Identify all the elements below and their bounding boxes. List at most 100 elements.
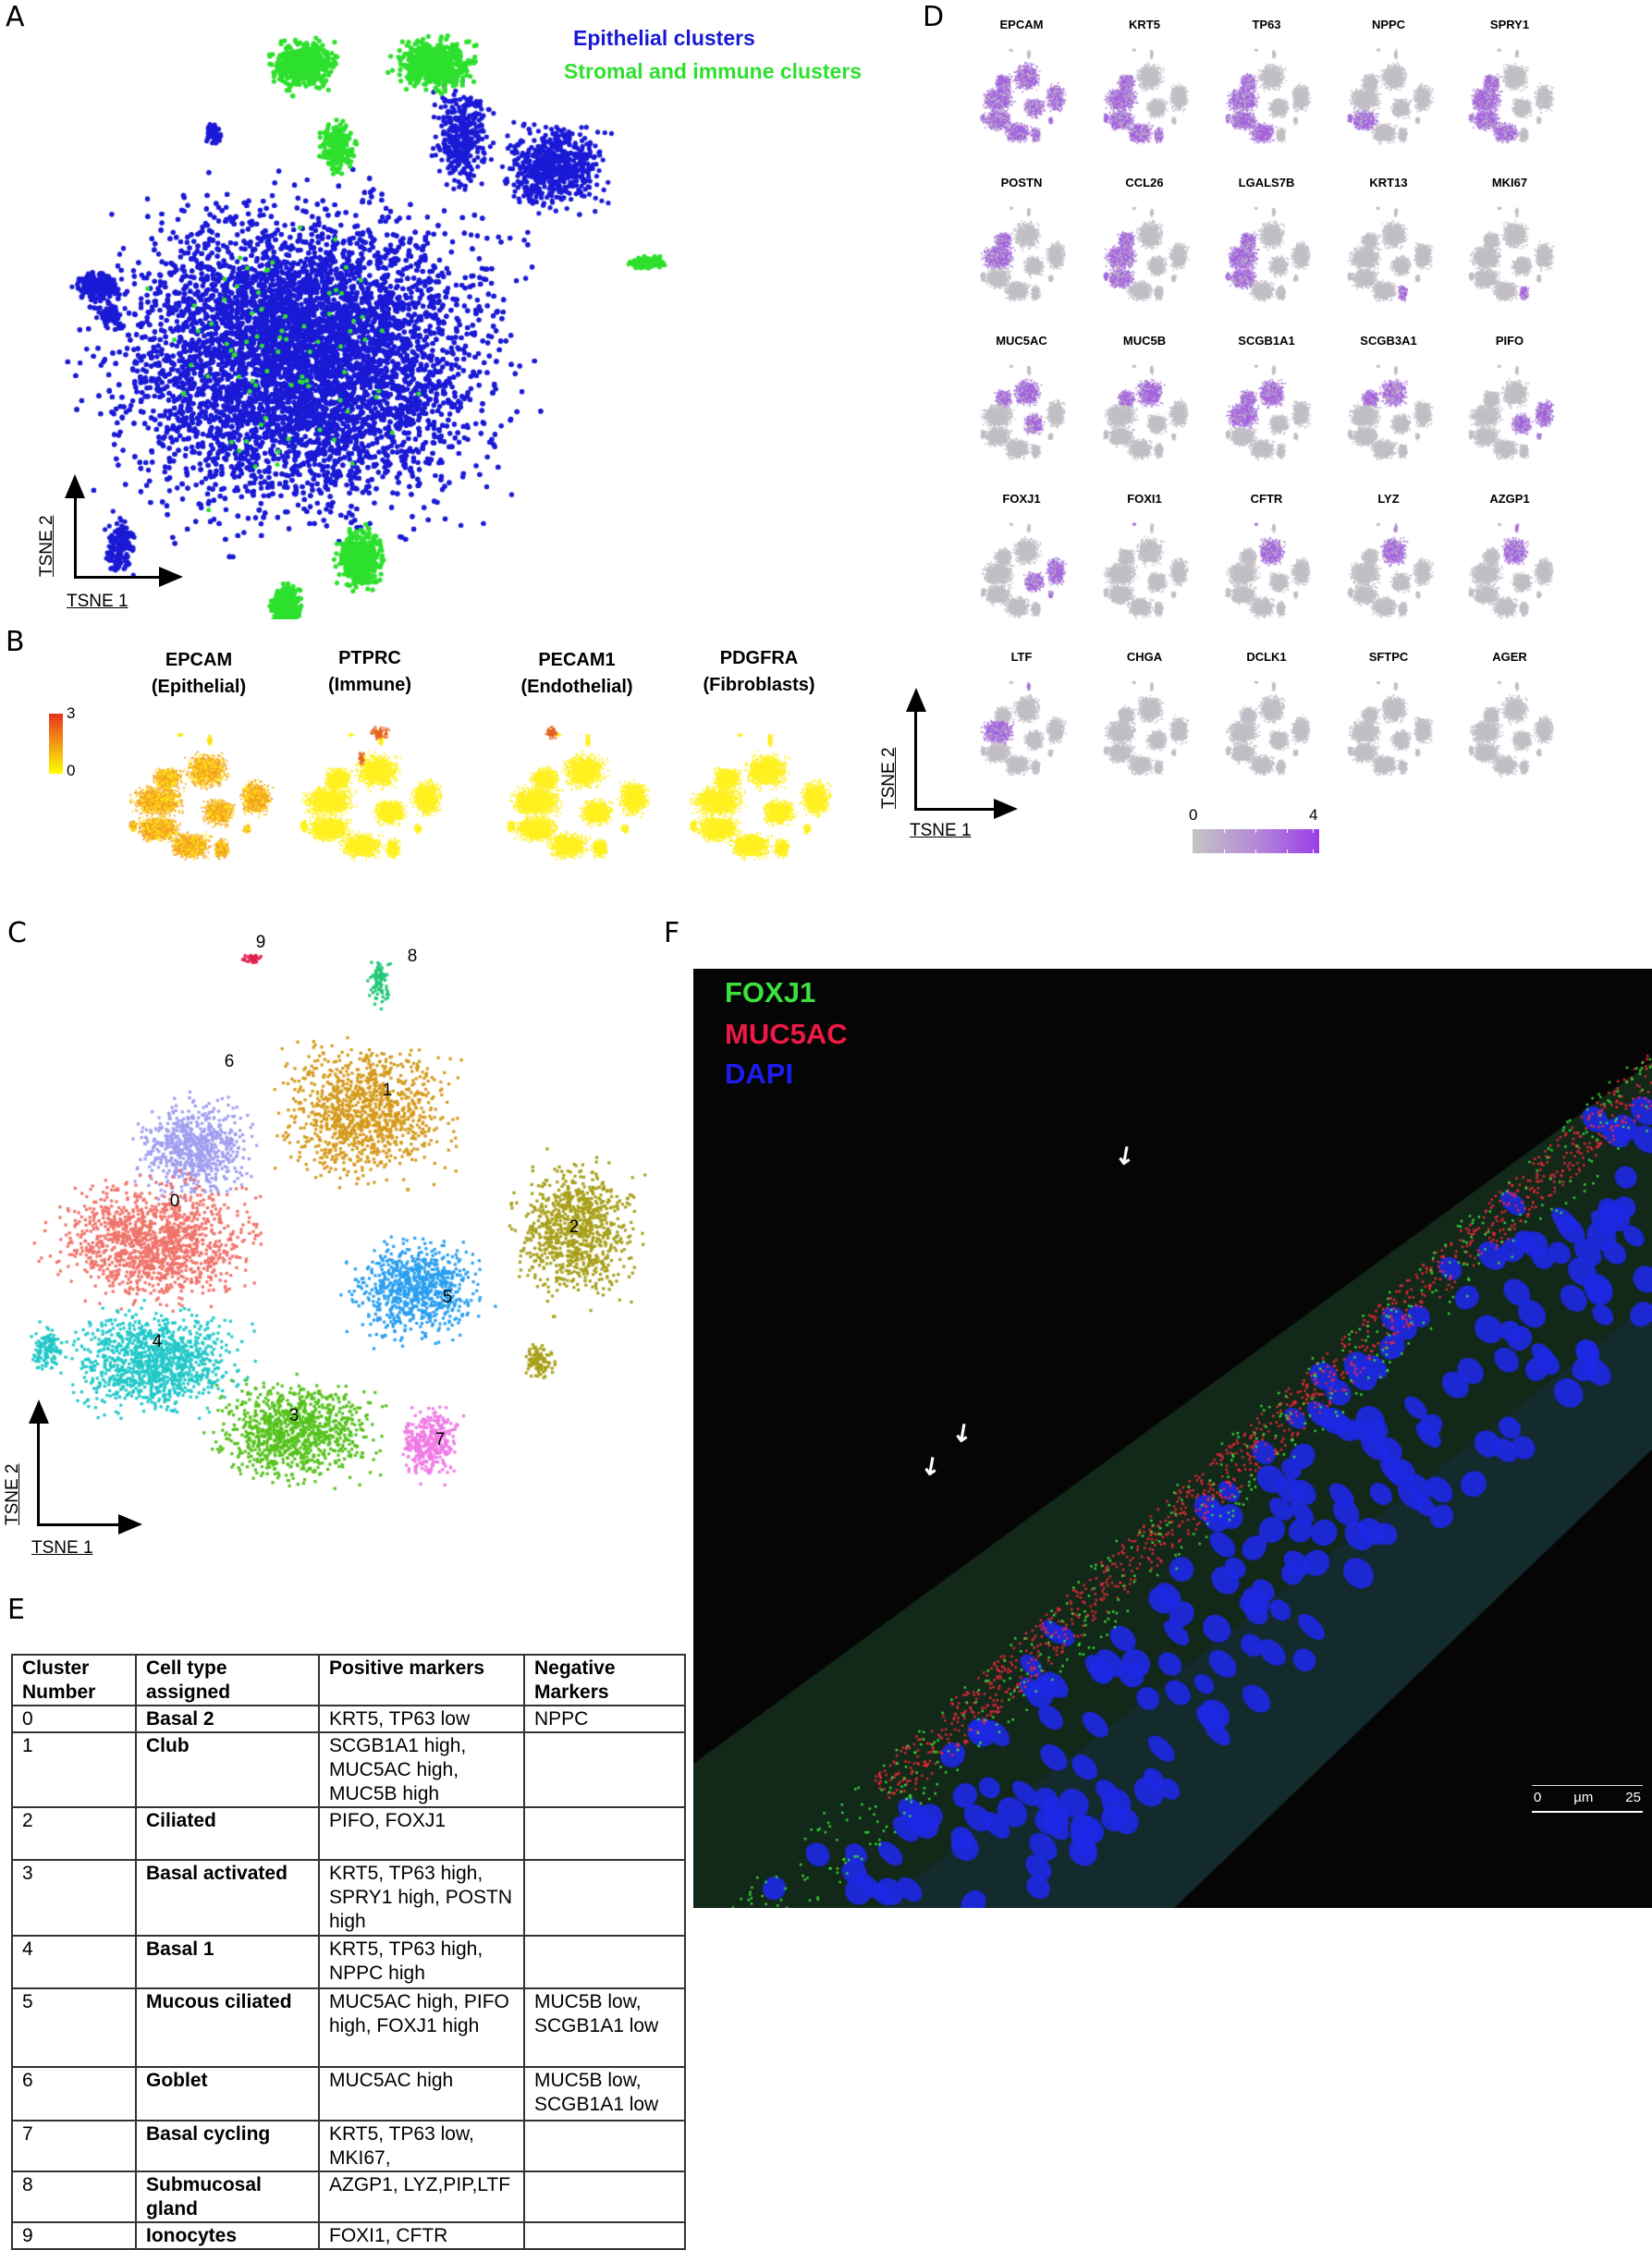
feature-title-nppc: NPPC [1371, 18, 1406, 31]
table-row: 4 Basal 1 KRT5, TP63 high, NPPC high [11, 1935, 686, 1989]
cell-type-cell: Ciliated [135, 1806, 320, 1861]
legend-stromal-text: Stromal and immune clusters [564, 59, 863, 83]
gene-name: EPCAM [165, 650, 233, 670]
feature-title-krt5: KRT5 [1129, 18, 1160, 31]
positive-markers-cell: FOXI1, CFTR [318, 2221, 525, 2250]
cell-type-cell: Club [135, 1731, 320, 1808]
feature-plot-tp63 [1216, 40, 1317, 155]
negative-markers-cell: MUC5B low, SCGB1A1 low [523, 1987, 686, 2068]
panel-b-colorbar [49, 714, 63, 774]
arrow-up-icon [29, 1400, 49, 1424]
cluster-number-cell: 3 [11, 1859, 137, 1937]
panel-d-ylabel: TSNE 2 [879, 747, 899, 809]
legend-epithelial: Epithelial clusters [573, 26, 755, 51]
header-positive-markers: Positive markers [318, 1654, 525, 1706]
feature-plot-muc5b [1094, 356, 1195, 471]
cluster-label-3: 3 [288, 1406, 300, 1425]
cluster-number-cell: 1 [11, 1731, 137, 1808]
feature-plot-cftr [1216, 514, 1317, 630]
feature-plot-scgb1a1 [1216, 356, 1317, 471]
scale-bar-max: 25 [1625, 1790, 1641, 1805]
cluster-label-7: 7 [434, 1430, 446, 1449]
feature-plot-chga [1094, 672, 1195, 788]
cluster-label-8: 8 [407, 947, 418, 966]
feature-plot-nppc [1338, 40, 1439, 155]
feature-title-foxj1: FOXJ1 [1002, 492, 1041, 506]
header-cluster-number: Cluster Number [11, 1654, 137, 1706]
table-row: 0 Basal 2 KRT5, TP63 low NPPC [11, 1705, 686, 1733]
cluster-number-cell: 2 [11, 1806, 137, 1861]
feature-title-scgb3a1: SCGB3A1 [1360, 334, 1417, 348]
panel-label-e: E [7, 1594, 25, 1626]
f-legend-foxj1: FOXJ1 [725, 976, 816, 1009]
cluster-annotation-table: Cluster Number Cell type assigned Positi… [11, 1654, 686, 2250]
arrow-up-icon [906, 688, 926, 712]
feature-title-cftr: CFTR [1250, 492, 1283, 506]
panel-label-a: A [6, 1, 25, 33]
panel-b-scatter-ptprc [287, 719, 453, 876]
positive-markers-cell: PIFO, FOXJ1 [318, 1806, 525, 1861]
negative-markers-cell [523, 1859, 686, 1937]
cell-type-cell: Basal 1 [135, 1935, 320, 1989]
panel-c-y-axis [37, 1422, 40, 1526]
panel-a-ylabel: TSNE 2 [37, 515, 56, 577]
feature-plot-foxi1 [1094, 514, 1195, 630]
fluorescence-micrograph [693, 969, 1652, 1908]
panel-d-colorbar-min: 0 [1189, 806, 1198, 824]
negative-markers-cell [523, 1731, 686, 1808]
panel-b-title-epcam: EPCAM (Epithelial) [106, 647, 291, 701]
header-cell-type: Cell type assigned [135, 1654, 320, 1706]
cluster-label-5: 5 [442, 1288, 453, 1307]
arrow-up-icon [65, 474, 85, 498]
negative-markers-cell: NPPC [523, 1705, 686, 1733]
negative-markers-cell [523, 2120, 686, 2172]
feature-title-foxi1: FOXI1 [1127, 492, 1162, 506]
panel-a-x-axis [74, 576, 163, 579]
table-row: 2 Ciliated PIFO, FOXJ1 [11, 1806, 686, 1861]
cell-type: (Fibroblasts) [703, 675, 815, 695]
panel-a-tsne-scatter [0, 28, 684, 619]
feature-plot-sftpc [1338, 672, 1439, 788]
feature-title-ager: AGER [1492, 650, 1527, 664]
cell-type-cell: Basal 2 [135, 1705, 320, 1733]
cluster-label-1: 1 [382, 1081, 393, 1100]
feature-title-chga: CHGA [1126, 650, 1163, 664]
feature-plot-muc5ac [971, 356, 1072, 471]
cluster-label-2: 2 [569, 1217, 580, 1237]
positive-markers-cell: SCGB1A1 high, MUC5AC high, MUC5B high [318, 1731, 525, 1808]
feature-title-scgb1a1: SCGB1A1 [1238, 334, 1295, 348]
feature-title-krt13: KRT13 [1369, 176, 1408, 190]
panel-label-f: F [664, 917, 680, 949]
feature-plot-krt5 [1094, 40, 1195, 155]
feature-plot-postn [971, 198, 1072, 313]
cluster-number-cell: 7 [11, 2120, 137, 2172]
feature-plot-ccl26 [1094, 198, 1195, 313]
panel-b-scatter-pdgfra [676, 719, 842, 876]
cell-type-cell: Ionocytes [135, 2221, 320, 2250]
panel-a-y-axis [74, 496, 77, 579]
feature-title-ltf: LTF [1010, 650, 1033, 664]
feature-plot-lyz [1338, 514, 1439, 630]
cluster-number-cell: 9 [11, 2221, 137, 2250]
cell-type-cell: Submucosal gland [135, 2171, 320, 2223]
table-row: 9 Ionocytes FOXI1, CFTR [11, 2221, 686, 2250]
cell-type-cell: Basal activated [135, 1859, 320, 1937]
scale-bar-min: 0 [1534, 1790, 1542, 1805]
feature-title-lyz: LYZ [1377, 492, 1400, 506]
table-row: 5 Mucous ciliated MUC5AC high, PIFO high, … [11, 1987, 686, 2068]
panel-d-colorbar [1193, 829, 1319, 853]
table-row: 3 Basal activated KRT5, TP63 high, SPRY1 h… [11, 1859, 686, 1937]
feature-plot-epcam [971, 40, 1072, 155]
panel-b-colorbar-min: 0 [67, 762, 76, 779]
cell-type: (Epithelial) [151, 677, 247, 697]
feature-plot-pifo [1459, 356, 1560, 471]
feature-title-epcam: EPCAM [999, 18, 1044, 31]
cell-type: (Endothelial) [520, 677, 633, 697]
f-legend-dapi: DAPI [725, 1058, 794, 1090]
cluster-label-0: 0 [169, 1192, 180, 1211]
panel-b-scatter-epcam [116, 719, 282, 876]
feature-plot-spry1 [1459, 40, 1560, 155]
feature-title-pifo: PIFO [1495, 334, 1524, 348]
feature-title-spry1: SPRY1 [1489, 18, 1530, 31]
feature-title-muc5b: MUC5B [1122, 334, 1167, 348]
